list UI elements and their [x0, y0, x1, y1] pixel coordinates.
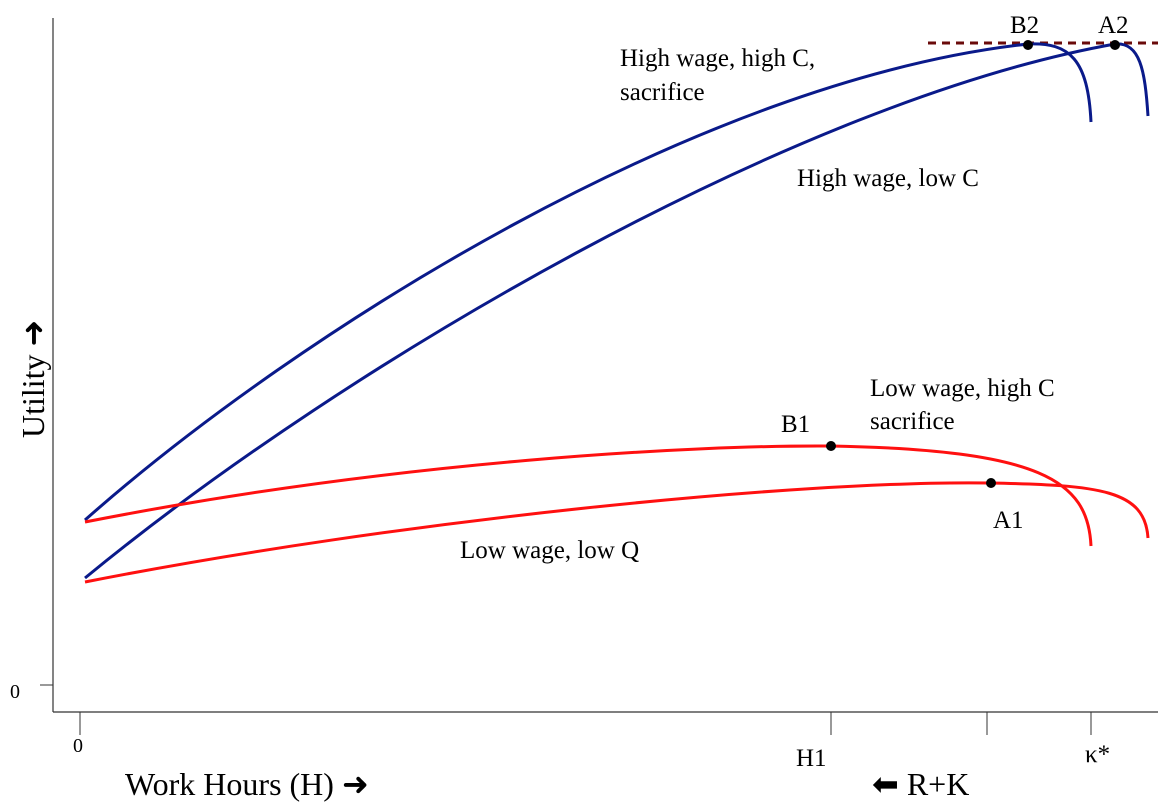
curve-high-wage-low-c: [84, 42, 1150, 580]
x-tick-label: H1: [796, 745, 827, 772]
curve-label: High wage, low C: [797, 165, 979, 192]
point: [826, 441, 836, 451]
point: [1110, 40, 1120, 50]
x-tick-label: κ*: [1085, 741, 1110, 768]
point-label: A2: [1098, 12, 1129, 39]
point: [986, 478, 996, 488]
x-axis-label: Work Hours (H) ➜: [125, 766, 369, 802]
curve-high-wage-high-c: [84, 42, 1093, 522]
curve-label: sacrifice: [870, 408, 955, 435]
curve-label: Low wage, high C: [870, 375, 1055, 402]
point-label: B1: [781, 411, 810, 438]
curve-label: sacrifice: [620, 79, 705, 106]
curve-low-wage-high-c: [84, 444, 1093, 547]
y-tick-label: 0: [10, 681, 20, 703]
y-axis-label: Utility ➜: [15, 320, 51, 438]
x-tick-label: 0: [73, 735, 83, 757]
curve-label: High wage, high C,: [620, 45, 815, 72]
point-label: B2: [1010, 12, 1039, 39]
point: [1023, 40, 1033, 50]
x-axis-label-right: ⬅ R+K: [872, 766, 969, 802]
curve-label: Low wage, low Q: [460, 537, 639, 564]
point-label: A1: [993, 507, 1024, 534]
curve-low-wage-low-q: [84, 481, 1150, 584]
